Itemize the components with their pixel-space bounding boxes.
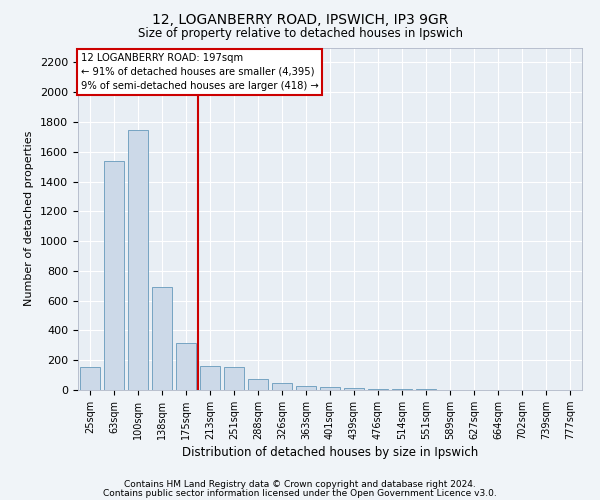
X-axis label: Distribution of detached houses by size in Ipswich: Distribution of detached houses by size …: [182, 446, 478, 459]
Text: Contains HM Land Registry data © Crown copyright and database right 2024.: Contains HM Land Registry data © Crown c…: [124, 480, 476, 489]
Bar: [176, 343, 196, 390]
Bar: [200, 366, 220, 390]
Bar: [344, 388, 364, 390]
Bar: [248, 379, 268, 390]
Bar: [104, 160, 124, 390]
Bar: [368, 389, 388, 390]
Bar: [152, 287, 172, 390]
Bar: [296, 386, 316, 390]
Text: Contains public sector information licensed under the Open Government Licence v3: Contains public sector information licen…: [103, 489, 497, 498]
Bar: [272, 384, 292, 390]
Text: 12, LOGANBERRY ROAD, IPSWICH, IP3 9GR: 12, LOGANBERRY ROAD, IPSWICH, IP3 9GR: [152, 12, 448, 26]
Text: 12 LOGANBERRY ROAD: 197sqm
← 91% of detached houses are smaller (4,395)
9% of se: 12 LOGANBERRY ROAD: 197sqm ← 91% of deta…: [80, 52, 318, 90]
Text: Size of property relative to detached houses in Ipswich: Size of property relative to detached ho…: [137, 28, 463, 40]
Bar: [80, 367, 100, 390]
Y-axis label: Number of detached properties: Number of detached properties: [25, 131, 34, 306]
Bar: [224, 367, 244, 390]
Bar: [128, 130, 148, 390]
Bar: [320, 388, 340, 390]
